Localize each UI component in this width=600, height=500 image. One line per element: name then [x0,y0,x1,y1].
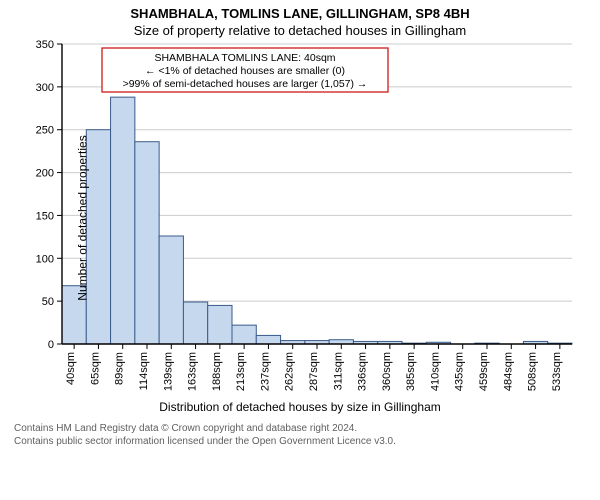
svg-text:150: 150 [36,210,54,222]
annotation-line: >99% of semi-detached houses are larger … [123,78,368,90]
bar-chart: 0 50 100 150 200 250 300 350 40sqm 65sqm 89sqm 114s… [0,38,600,398]
x-tick-label: 139sqm [162,352,174,391]
bar [256,335,280,344]
y-axis-label: Number of detached properties [76,135,90,300]
bar [183,302,207,344]
svg-text:350: 350 [36,39,54,51]
bar [135,142,159,344]
x-tick-label: 262sqm [284,352,296,391]
x-tick-label: 213sqm [235,352,247,391]
annotation-line: ← <1% of detached houses are smaller (0) [145,65,345,77]
x-tick-label: 114sqm [138,352,150,390]
bar [208,305,232,344]
x-tick-label: 533sqm [551,352,563,391]
x-tick-label: 237sqm [259,352,271,391]
chart-title-main: SHAMBHALA, TOMLINS LANE, GILLINGHAM, SP8… [0,0,600,21]
x-tick-label: 311sqm [332,352,344,390]
svg-text:0: 0 [48,339,54,351]
x-tick-label: 435sqm [454,352,466,391]
bar [232,325,256,344]
x-tick-label: 287sqm [308,352,320,391]
bar [159,236,183,344]
x-tick-label: 459sqm [478,352,490,391]
x-tick-label: 89sqm [114,352,126,385]
svg-text:200: 200 [36,168,54,180]
x-tick-label: 65sqm [89,352,101,385]
bar [86,130,110,344]
svg-text:50: 50 [42,296,54,308]
chart-title-sub: Size of property relative to detached ho… [0,21,600,38]
svg-text:300: 300 [36,82,54,94]
chart-titles: SHAMBHALA, TOMLINS LANE, GILLINGHAM, SP8… [0,0,600,38]
footer-line-2: Contains public sector information licen… [14,435,586,448]
x-tick-label: 508sqm [527,352,539,391]
annotation-line: SHAMBHALA TOMLINS LANE: 40sqm [154,52,335,64]
x-tick-label: 163sqm [187,352,199,391]
footer-attribution: Contains HM Land Registry data © Crown c… [0,414,600,448]
x-tick-label: 410sqm [429,352,441,391]
svg-text:100: 100 [36,253,54,265]
x-axis-label: Distribution of detached houses by size … [0,398,600,414]
x-tick-label: 484sqm [502,352,514,391]
bar [111,97,135,344]
x-tick-label: 336sqm [357,352,369,391]
x-tick-label: 385sqm [405,352,417,391]
svg-text:250: 250 [36,125,54,137]
footer-line-1: Contains HM Land Registry data © Crown c… [14,422,586,435]
chart-area: Number of detached properties 0 50 100 150 2… [0,38,600,398]
x-tick-label: 360sqm [381,352,393,391]
x-tick-label: 188sqm [211,352,223,391]
x-tick-label: 40sqm [65,352,77,385]
